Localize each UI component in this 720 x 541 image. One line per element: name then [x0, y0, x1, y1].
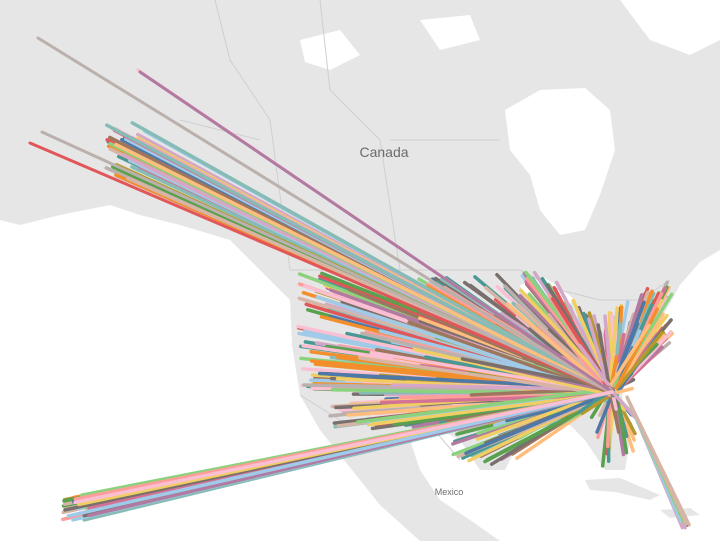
arctic-water [300, 0, 720, 70]
route-line [40, 130, 614, 394]
route-line [28, 141, 614, 394]
route-line [464, 391, 610, 455]
route-line [412, 347, 615, 397]
country-label: Mexico [435, 487, 464, 497]
route-line [606, 323, 651, 392]
route-line [358, 356, 615, 397]
route-line [330, 388, 611, 396]
route-line [596, 323, 612, 392]
route-line [587, 317, 611, 392]
route-line [417, 310, 616, 397]
route-line [355, 387, 615, 424]
route-line [578, 343, 617, 396]
route-line [36, 36, 614, 394]
route-line [595, 391, 615, 434]
route-line [607, 306, 620, 395]
route-line [138, 70, 614, 394]
route-line [130, 121, 614, 394]
route-line [105, 123, 614, 394]
route-line [114, 142, 614, 394]
route-line [580, 392, 614, 416]
route-line [73, 390, 614, 505]
cuba [585, 478, 660, 500]
routes [28, 36, 691, 530]
route-line [625, 395, 688, 526]
route-line [66, 390, 614, 518]
province-borders [179, 0, 500, 271]
hudson-bay [505, 88, 615, 235]
country-label: Canada [359, 144, 408, 160]
route-line [607, 386, 637, 419]
route-line [613, 307, 660, 393]
